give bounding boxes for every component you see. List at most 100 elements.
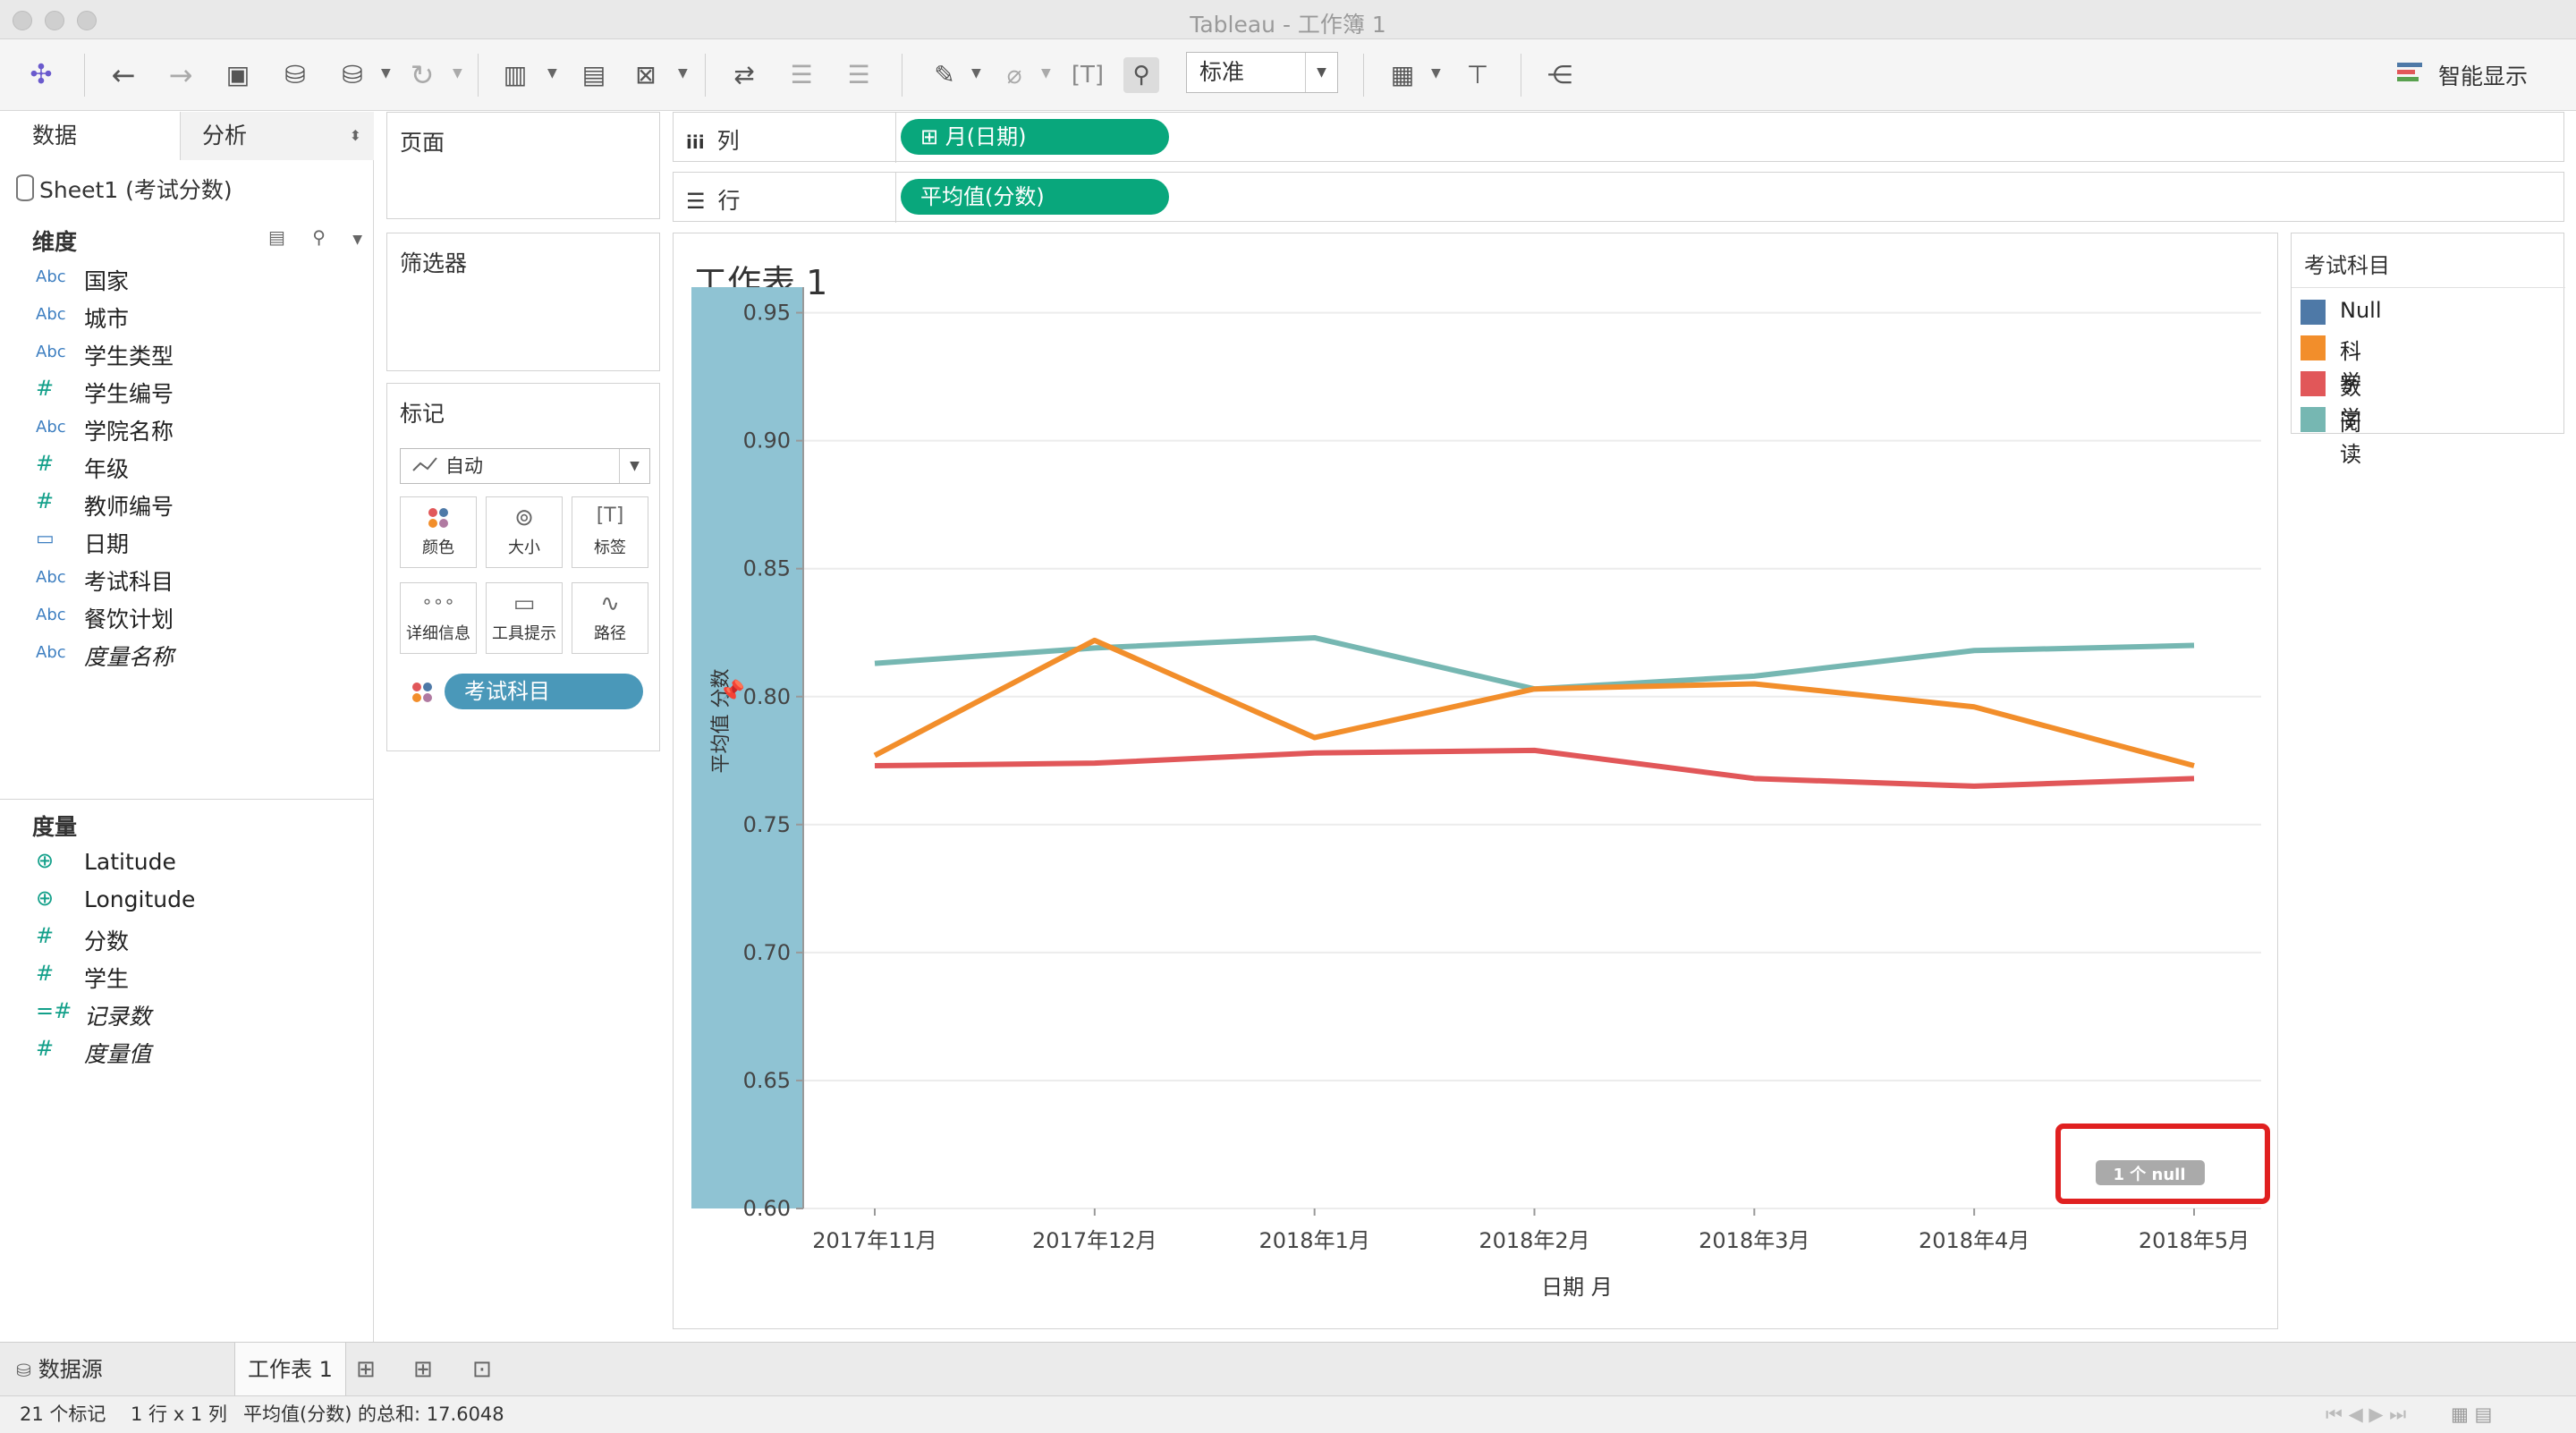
first-page-icon[interactable]: ⏮ ◀ ▶ ⏭ — [2326, 1403, 2407, 1425]
sort-ascending-icon[interactable]: ☰ — [790, 60, 813, 89]
detail-button[interactable]: ∘∘∘ 详细信息 — [400, 582, 477, 654]
chevron-down-icon[interactable]: ▼ — [352, 233, 363, 247]
globe-icon: ⊕ — [36, 848, 55, 873]
text-field-icon: Abc — [36, 643, 66, 662]
datasource-icon — [16, 174, 34, 201]
new-worksheet-icon[interactable]: ⊞ — [356, 1356, 376, 1383]
toolbar: ✣ ← → ▣ ⛁ ⛁ ▼ ↻ ▼ ▥ ▼ ▤ ⊠ ▼ ⇄ ☰ ☰ ✎ ▼ ⌀ … — [0, 39, 2576, 111]
dimension-field[interactable]: Abc 餐饮计划 — [0, 598, 374, 634]
new-datasource-icon[interactable]: ⛁ — [284, 60, 306, 89]
tableau-logo-icon[interactable]: ✣ — [30, 59, 53, 90]
field-name: 日期 — [84, 531, 130, 557]
columns-shelf-label: iii 列 — [686, 123, 740, 156]
show-mark-labels-icon[interactable]: [T] — [1071, 62, 1105, 89]
y-tick-label: 0.70 — [743, 940, 791, 965]
minimize-window-button[interactable] — [45, 11, 64, 30]
color-button[interactable]: 颜色 — [400, 496, 477, 568]
new-dashboard-icon[interactable]: ⊞ — [413, 1356, 433, 1383]
search-icon[interactable]: ⚲ — [312, 226, 326, 248]
pages-card[interactable]: 页面 — [386, 112, 660, 219]
redo-icon[interactable]: → — [168, 58, 193, 92]
pin-icon: 📌 — [718, 678, 745, 704]
rows-pill[interactable]: 平均值(分数) — [901, 179, 1169, 215]
dimension-field[interactable]: Abc 度量名称 — [0, 636, 374, 672]
highlight-icon[interactable]: ✎ — [934, 60, 955, 89]
fix-axes-icon[interactable]: ⚲ — [1123, 57, 1159, 93]
aggregate-sum: 平均值(分数) 的总和: 17.6048 — [243, 1403, 504, 1425]
new-story-icon[interactable]: ⊡ — [472, 1356, 492, 1383]
dimension-field[interactable]: Abc 学生类型 — [0, 335, 374, 371]
save-icon[interactable]: ▣ — [225, 60, 250, 89]
mark-type-select[interactable]: 自动 ▼ — [400, 448, 650, 484]
marks-card: 标记 自动 ▼ 颜色 ⊚ 大小 [T] 标签 ∘∘∘ 详细信息 ▭ 工具提示 ∿… — [386, 383, 660, 751]
x-tick-label: 2017年12月 — [1032, 1228, 1157, 1253]
legend-swatch — [2301, 371, 2326, 396]
text-field-icon: Abc — [36, 606, 66, 624]
filters-card[interactable]: 筛选器 — [386, 233, 660, 371]
clear-sheet-icon[interactable]: ⊠ — [635, 60, 657, 89]
dimension-field[interactable]: Abc 国家 — [0, 260, 374, 296]
path-button[interactable]: ∿ 路径 — [572, 582, 648, 654]
field-name: 度量名称 — [84, 644, 174, 670]
tab-datasource[interactable]: ⛁ 数据源 — [16, 1343, 103, 1396]
measure-field[interactable]: =# 记录数 — [0, 996, 374, 1031]
dimension-field[interactable]: Abc 城市 — [0, 298, 374, 334]
dimension-field[interactable]: # 学生编号 — [0, 373, 374, 409]
close-window-button[interactable] — [13, 11, 32, 30]
marks-count: 21 个标记 — [20, 1403, 106, 1425]
y-tick-label: 0.90 — [743, 428, 791, 454]
measure-field[interactable]: ⊕ Latitude — [0, 845, 374, 881]
size-button[interactable]: ⊚ 大小 — [486, 496, 563, 568]
measure-field[interactable]: ⊕ Longitude — [0, 883, 374, 919]
tab-sheet-1[interactable]: 工作表 1 — [234, 1343, 346, 1396]
new-worksheet-icon[interactable]: ▥ — [503, 60, 528, 89]
datasource-name[interactable]: Sheet1 (考试分数) — [39, 177, 233, 203]
swap-rows-columns-icon[interactable]: ⇄ — [733, 60, 755, 89]
color-legend: 考试科目 Null 科学 数学 阅读 — [2291, 233, 2565, 467]
refresh-icon[interactable]: ↻ — [410, 58, 435, 92]
dimension-field[interactable]: ▭ 日期 — [0, 523, 374, 559]
pause-updates-icon[interactable]: ⛁ — [342, 60, 363, 89]
dimension-field[interactable]: Abc 考试科目 — [0, 561, 374, 597]
share-icon[interactable]: ⋲ — [1547, 60, 1572, 89]
dimension-field[interactable]: # 年级 — [0, 448, 374, 484]
label-button[interactable]: [T] 标签 — [572, 496, 648, 568]
tab-data[interactable]: 数据 — [0, 112, 181, 160]
color-label: 颜色 — [422, 538, 454, 557]
dimension-field[interactable]: # 教师编号 — [0, 486, 374, 521]
presentation-mode-icon[interactable]: ⊤ — [1466, 60, 1489, 89]
group-members-icon[interactable]: ⌀ — [1006, 60, 1022, 89]
tab-analytics[interactable]: 分析 ⬍ — [181, 112, 374, 160]
view-size-select[interactable]: 标准 ▼ — [1186, 52, 1338, 93]
duplicate-sheet-icon[interactable]: ▤ — [581, 60, 606, 89]
show-cards-icon[interactable]: ▦ — [1390, 60, 1415, 89]
line-icon — [412, 457, 437, 471]
list-view-icon[interactable]: ▤ — [268, 226, 285, 248]
dimension-field[interactable]: Abc 学院名称 — [0, 411, 374, 446]
series-line — [874, 634, 2195, 692]
datasource-tab-label: 数据源 — [38, 1357, 103, 1382]
grid-view-icon[interactable]: ▦ ▤ — [2451, 1403, 2493, 1425]
show-me-icon[interactable] — [2397, 63, 2424, 88]
size-label: 大小 — [508, 538, 540, 557]
sort-descending-icon[interactable]: ☰ — [847, 60, 870, 89]
measure-field[interactable]: # 分数 — [0, 920, 374, 956]
measure-field[interactable]: # 度量值 — [0, 1033, 374, 1069]
chevron-down-icon: ▼ — [1305, 53, 1337, 92]
tooltip-button[interactable]: ▭ 工具提示 — [486, 582, 563, 654]
undo-icon[interactable]: ← — [111, 58, 136, 92]
sheet-tabs-bar: ⛁ 数据源 工作表 1 ⊞ ⊞ ⊡ — [0, 1342, 2576, 1396]
zoom-window-button[interactable] — [77, 11, 97, 30]
number-field-icon: =# — [36, 998, 72, 1023]
legend-title: 考试科目 — [2304, 253, 2390, 278]
x-tick-label: 2018年5月 — [2139, 1228, 2250, 1253]
text-field-icon: Abc — [36, 267, 66, 286]
measures-title: 度量 — [32, 814, 78, 840]
highlight-box — [2055, 1124, 2270, 1204]
measure-field[interactable]: # 学生 — [0, 958, 374, 994]
show-me-button[interactable]: 智能显示 — [2438, 64, 2529, 89]
columns-pill[interactable]: ⊞ 月(日期) — [901, 119, 1169, 155]
columns-label: 列 — [716, 128, 740, 154]
color-pill[interactable]: 考试科目 — [445, 674, 643, 709]
x-tick-label: 2018年1月 — [1258, 1228, 1369, 1253]
